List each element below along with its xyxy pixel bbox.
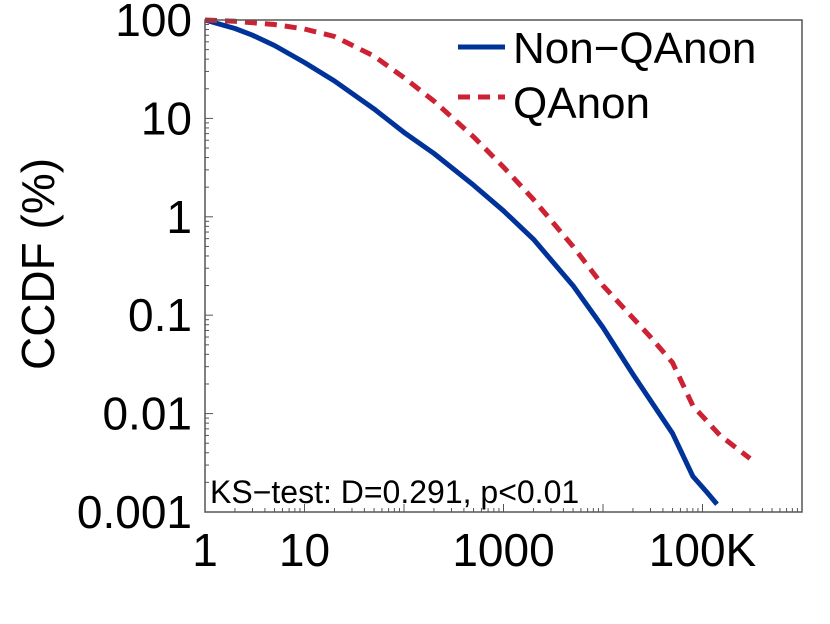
y-axis-label: CCDF (%): [12, 158, 64, 370]
legend: Non−QAnon QAnon: [458, 24, 756, 128]
legend-label-non-qanon: Non−QAnon: [513, 24, 756, 73]
legend-label-qanon: QAnon: [513, 79, 650, 128]
plot-frame: [204, 19, 803, 513]
x-tick-label: 1000: [452, 524, 554, 576]
y-tick-label: 0.1: [128, 289, 192, 341]
y-tick-label: 0.01: [102, 388, 192, 440]
y-tick-labels: 100 10 1 0.1 0.01 0.001: [77, 0, 192, 538]
x-tick-label: 10: [279, 524, 330, 576]
x-tick-label: 1: [192, 524, 218, 576]
x-tick-label: 100K: [649, 524, 757, 576]
series-line-non-qanon: [204, 17, 719, 506]
ks-test-annotation: KS−test: D=0.291, p<0.01: [210, 474, 579, 510]
series-line-qanon: [204, 17, 752, 461]
y-tick-label: 0.001: [77, 486, 192, 538]
y-tick-label: 100: [115, 0, 192, 46]
x-tick-labels: 1 10 1000 100K: [192, 524, 756, 576]
y-tick-label: 1: [166, 191, 192, 243]
series-layer: [204, 17, 752, 506]
y-tick-label: 10: [141, 92, 192, 144]
y-axis-label-group: CCDF (%): [12, 158, 64, 370]
